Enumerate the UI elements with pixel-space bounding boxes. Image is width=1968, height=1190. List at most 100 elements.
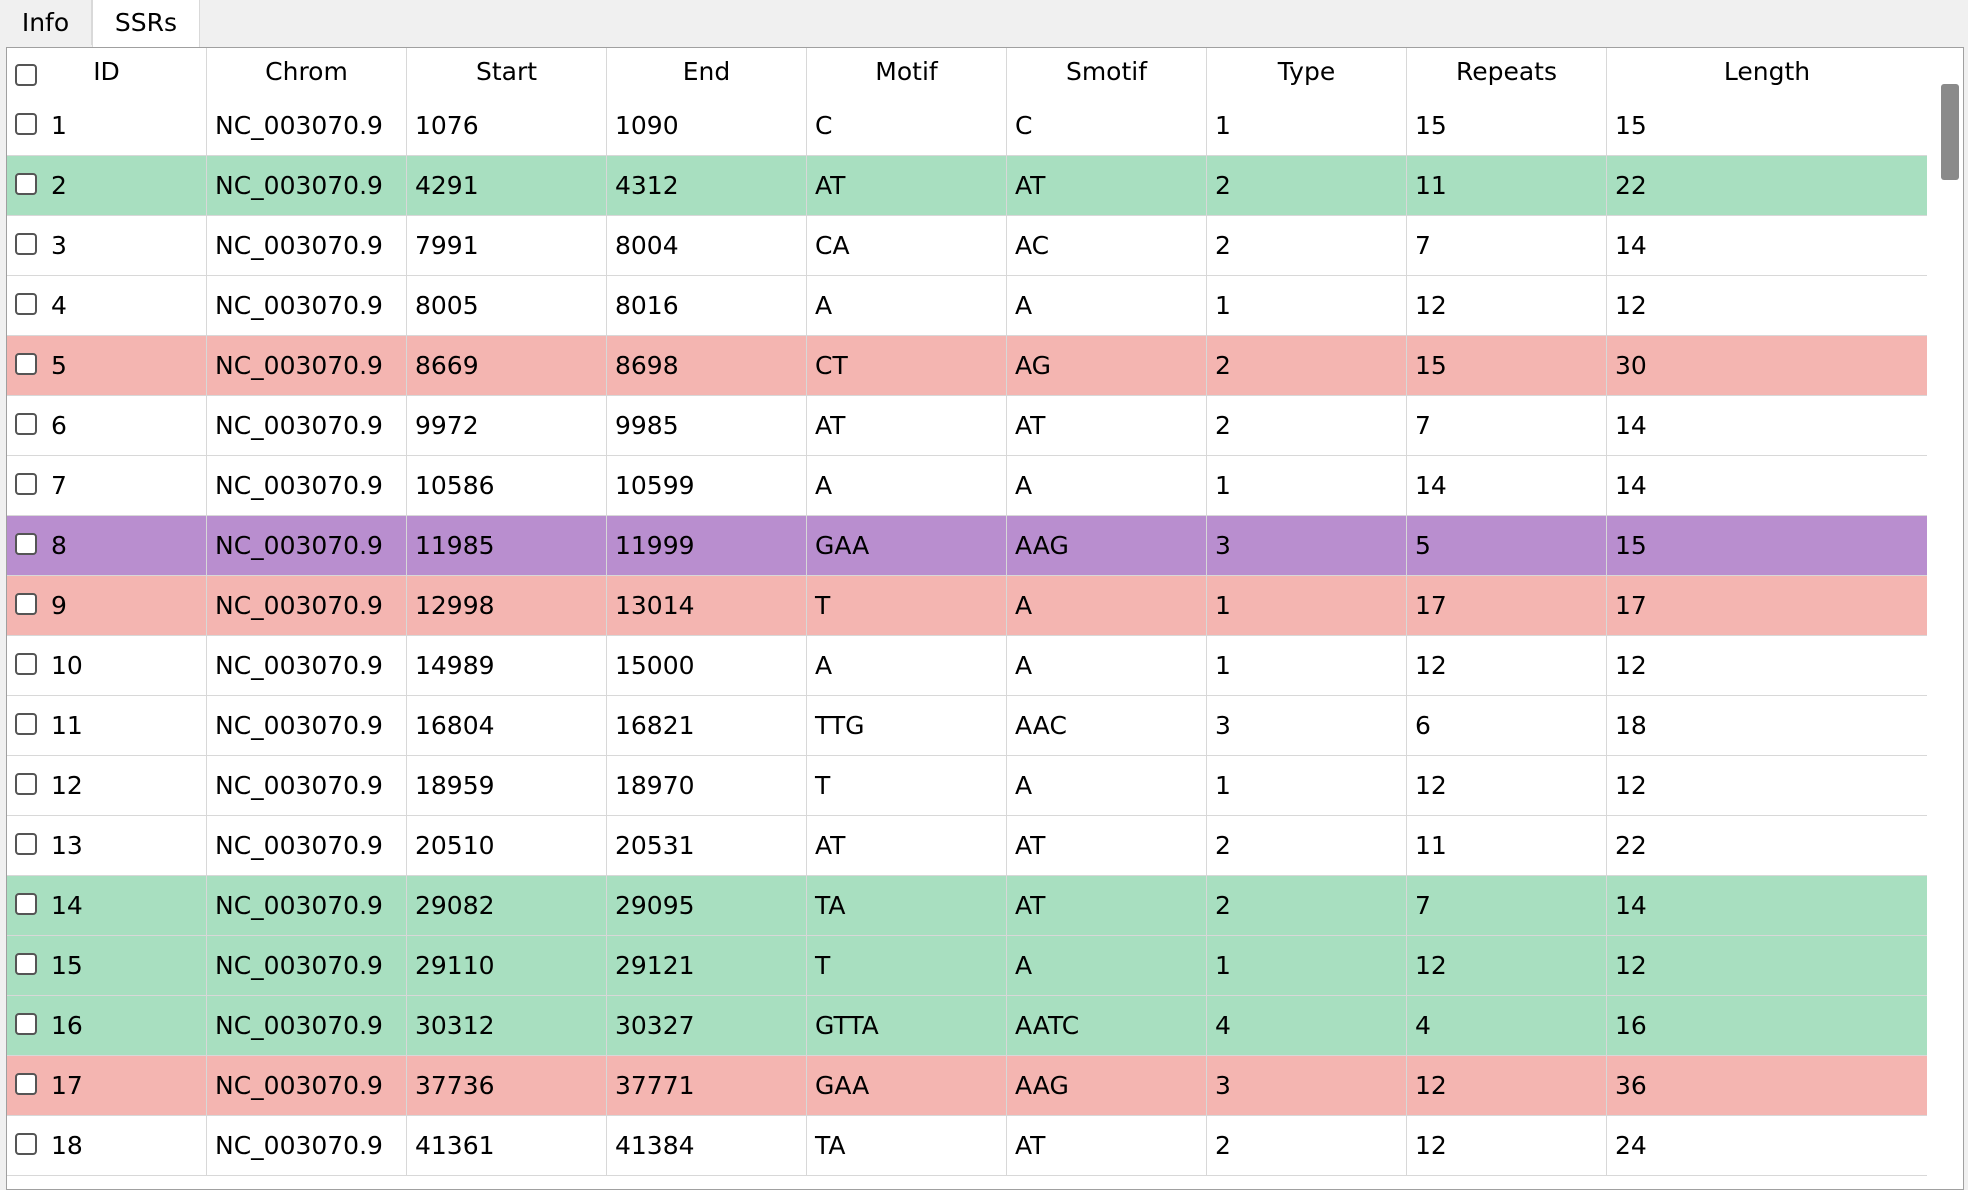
column-header-repeats[interactable]: Repeats (1407, 48, 1607, 96)
table-row[interactable]: 13 NC_003070.9 20510 20531 AT AT 2 11 22 (7, 816, 1927, 876)
row-checkbox[interactable] (15, 1133, 37, 1155)
table-row[interactable]: 3 NC_003070.9 7991 8004 CA AC 2 7 14 (7, 216, 1927, 276)
cell-end: 8004 (607, 216, 807, 275)
tab-ssrs[interactable]: SSRs (92, 0, 200, 47)
cell-text: 12 (1415, 1131, 1447, 1160)
cell-end: 30327 (607, 996, 807, 1055)
table-row[interactable]: 15 NC_003070.9 29110 29121 T A 1 12 12 (7, 936, 1927, 996)
table-row[interactable]: 18 NC_003070.9 41361 41384 TA AT 2 12 24 (7, 1116, 1927, 1176)
row-checkbox[interactable] (15, 653, 37, 675)
cell-chrom: NC_003070.9 (207, 576, 407, 635)
cell-start: 37736 (407, 1056, 607, 1115)
column-header-length[interactable]: Length (1723, 57, 1811, 86)
cell-text: 2 (1215, 1131, 1231, 1160)
cell-text: 15 (51, 951, 83, 980)
table-row[interactable]: 17 NC_003070.9 37736 37771 GAA AAG 3 12 36 (7, 1056, 1927, 1116)
column-header-id[interactable]: ⌄ ID (7, 48, 207, 96)
cell-text: AG (1015, 351, 1052, 380)
table-row[interactable]: 10 NC_003070.9 14989 15000 A A 1 12 12 (7, 636, 1927, 696)
cell-repeats: 4 (1407, 996, 1607, 1055)
table-row[interactable]: 1 NC_003070.9 1076 1090 C C 1 15 15 (7, 96, 1927, 156)
row-checkbox[interactable] (15, 233, 37, 255)
row-checkbox[interactable] (15, 113, 37, 135)
row-checkbox[interactable] (15, 1073, 37, 1095)
cell-type: 1 (1207, 636, 1407, 695)
cell-text: 29095 (615, 891, 695, 920)
column-header-type[interactable]: Type (1207, 48, 1407, 96)
scrollbar-thumb[interactable] (1941, 84, 1959, 180)
row-checkbox[interactable] (15, 413, 37, 435)
cell-text: 24 (1615, 1131, 1647, 1160)
tab-info[interactable]: Info (0, 0, 92, 45)
table-row[interactable]: 14 NC_003070.9 29082 29095 TA AT 2 7 14 (7, 876, 1927, 936)
table-row[interactable]: 7 NC_003070.9 10586 10599 A A 1 14 14 (7, 456, 1927, 516)
cell-text: 16 (1615, 1011, 1647, 1040)
cell-end: 1090 (607, 96, 807, 155)
column-header-start[interactable]: Start (407, 48, 607, 96)
table-row[interactable]: 2 NC_003070.9 4291 4312 AT AT 2 11 22 (7, 156, 1927, 216)
cell-text: 11999 (615, 531, 695, 560)
row-checkbox[interactable] (15, 1013, 37, 1035)
column-header-motif[interactable]: Motif (807, 48, 1007, 96)
cell-text: 1 (1215, 111, 1231, 140)
cell-text: 37771 (615, 1071, 695, 1100)
cell-id: 18 (7, 1116, 207, 1175)
cell-repeats: 5 (1407, 516, 1607, 575)
cell-text: NC_003070.9 (215, 831, 383, 860)
table-row[interactable]: 4 NC_003070.9 8005 8016 A A 1 12 12 (7, 276, 1927, 336)
cell-text: A (1015, 771, 1033, 800)
cell-end: 8016 (607, 276, 807, 335)
cell-text: 12 (1415, 651, 1447, 680)
table-row[interactable]: 12 NC_003070.9 18959 18970 T A 1 12 12 (7, 756, 1927, 816)
cell-text: AT (815, 831, 846, 860)
vertical-scrollbar[interactable] (1931, 48, 1963, 1189)
cell-type: 2 (1207, 216, 1407, 275)
select-all-checkbox[interactable] (15, 64, 37, 86)
table-row[interactable]: 16 NC_003070.9 30312 30327 GTTA AATC 4 4 16 (7, 996, 1927, 1056)
row-checkbox[interactable] (15, 893, 37, 915)
cell-start: 9972 (407, 396, 607, 455)
row-checkbox[interactable] (15, 293, 37, 315)
cell-text: A (1015, 951, 1033, 980)
table-row[interactable]: 6 NC_003070.9 9972 9985 AT AT 2 7 14 (7, 396, 1927, 456)
cell-type: 1 (1207, 276, 1407, 335)
row-checkbox[interactable] (15, 773, 37, 795)
cell-text: 13 (51, 831, 83, 860)
cell-text: 9985 (615, 411, 679, 440)
cell-text: 7 (1415, 891, 1431, 920)
cell-text: A (1015, 651, 1033, 680)
row-checkbox[interactable] (15, 533, 37, 555)
cell-text: 8004 (615, 231, 679, 260)
table-row[interactable]: 9 NC_003070.9 12998 13014 T A 1 17 17 (7, 576, 1927, 636)
row-checkbox[interactable] (15, 953, 37, 975)
column-header-smotif[interactable]: Smotif (1007, 48, 1207, 96)
row-checkbox[interactable] (15, 473, 37, 495)
cell-repeats: 12 (1407, 1116, 1607, 1175)
cell-text: 14 (1415, 471, 1447, 500)
row-checkbox[interactable] (15, 173, 37, 195)
table-row[interactable]: 8 NC_003070.9 11985 11999 GAA AAG 3 5 15 (7, 516, 1927, 576)
row-checkbox[interactable] (15, 713, 37, 735)
cell-motif: AT (807, 816, 1007, 875)
column-header-chrom[interactable]: Chrom (207, 48, 407, 96)
row-checkbox[interactable] (15, 593, 37, 615)
cell-text: CA (815, 231, 850, 260)
cell-chrom: NC_003070.9 (207, 456, 407, 515)
row-checkbox[interactable] (15, 353, 37, 375)
table-row[interactable]: 5 NC_003070.9 8669 8698 CT AG 2 15 30 (7, 336, 1927, 396)
cell-text: 16 (51, 1011, 83, 1040)
cell-motif: TA (807, 1116, 1007, 1175)
row-checkbox[interactable] (15, 833, 37, 855)
cell-text: 13014 (615, 591, 695, 620)
cell-motif: AT (807, 156, 1007, 215)
column-header-end[interactable]: End (607, 48, 807, 96)
cell-length: 14 (1607, 876, 1927, 935)
cell-text: 17 (1415, 591, 1447, 620)
cell-type: 3 (1207, 696, 1407, 755)
cell-end: 18970 (607, 756, 807, 815)
cell-start: 41361 (407, 1116, 607, 1175)
cell-text: 29121 (615, 951, 695, 980)
cell-text: 9 (51, 591, 67, 620)
cell-length: 12 (1607, 276, 1927, 335)
table-row[interactable]: 11 NC_003070.9 16804 16821 TTG AAC 3 6 18 (7, 696, 1927, 756)
